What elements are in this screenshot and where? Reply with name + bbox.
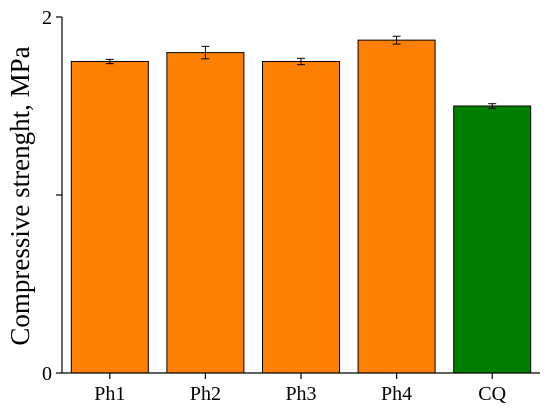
x-tick-label-ph1: Ph1 — [94, 383, 125, 405]
bar-cq — [453, 105, 532, 374]
x-tick-label-ph4: Ph4 — [381, 383, 412, 405]
y-axis-label: Compressive strenght, MPa — [5, 46, 35, 345]
bar-ph4 — [357, 39, 436, 374]
x-tick-label-cq: CQ — [478, 383, 506, 405]
y-tick-label-2: 2 — [42, 7, 52, 29]
bar-ph3 — [262, 61, 340, 374]
y-tick-label-0: 0 — [42, 363, 52, 385]
bar-ph1 — [70, 61, 149, 374]
x-tick-label-ph3: Ph3 — [285, 383, 316, 405]
bar-ph2 — [166, 52, 245, 374]
x-tick-label-ph2: Ph2 — [190, 383, 221, 405]
plot-area: Ph1 Ph2 Ph3 Ph4 CQ 0 2 — [42, 7, 540, 405]
